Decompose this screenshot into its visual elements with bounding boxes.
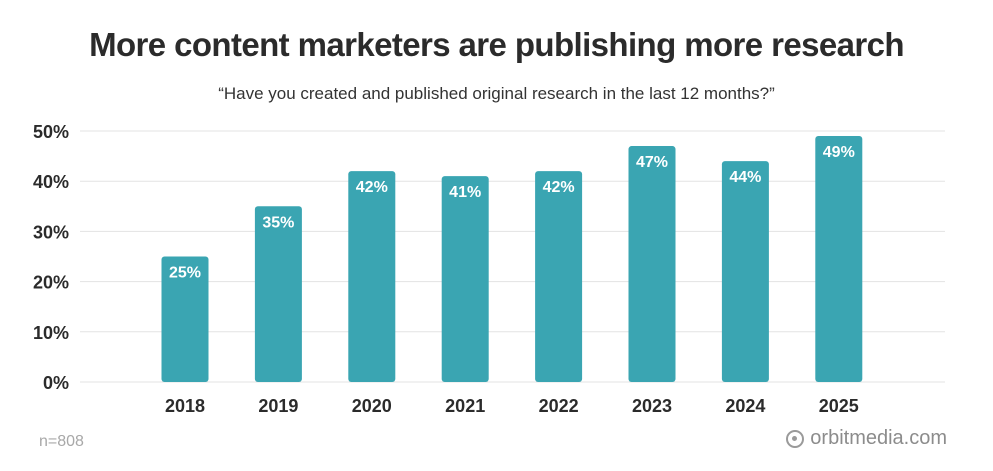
bar <box>441 176 489 382</box>
data-label: 25% <box>169 265 201 282</box>
y-axis-ticks: 0% 10% 20% 30% 40% 50% <box>33 122 69 393</box>
data-label: 42% <box>356 179 388 196</box>
x-axis-ticks: 2018 2019 2020 2021 2022 2023 2024 2025 <box>165 396 859 416</box>
gridlines <box>80 130 945 383</box>
x-tick-label: 2021 <box>445 396 485 416</box>
bar <box>348 171 396 382</box>
x-tick-label: 2022 <box>539 396 579 416</box>
chart-title: More content marketers are publishing mo… <box>89 26 904 63</box>
bars: 25% 35% 42% 41% 42% 47% 44% 49% <box>161 136 863 382</box>
brand-name: orbitmedia.com <box>810 427 947 449</box>
y-tick-label: 50% <box>33 122 69 142</box>
data-label: 41% <box>449 184 481 201</box>
y-tick-label: 10% <box>33 323 69 343</box>
x-tick-label: 2024 <box>725 396 765 416</box>
bar <box>161 256 209 382</box>
y-tick-label: 30% <box>33 222 69 242</box>
x-tick-label: 2020 <box>352 396 392 416</box>
y-tick-label: 0% <box>43 373 69 393</box>
bar <box>721 161 769 382</box>
data-label: 42% <box>543 179 575 196</box>
bar <box>815 136 863 382</box>
sample-size-note: n=808 <box>39 433 84 450</box>
brand-mark: orbitmedia.com <box>786 427 947 450</box>
chart-subtitle: “Have you created and published original… <box>218 84 775 103</box>
x-tick-label: 2019 <box>258 396 298 416</box>
x-tick-label: 2018 <box>165 396 205 416</box>
x-tick-label: 2023 <box>632 396 672 416</box>
orbit-logo-icon <box>786 429 805 448</box>
x-tick-label: 2025 <box>819 396 859 416</box>
data-label: 35% <box>262 214 294 231</box>
data-label: 49% <box>823 144 855 161</box>
data-label: 47% <box>636 154 668 171</box>
y-tick-label: 40% <box>33 172 69 192</box>
bar <box>254 206 302 382</box>
bar <box>628 146 676 382</box>
y-tick-label: 20% <box>33 273 69 293</box>
bar <box>535 171 583 382</box>
data-label: 44% <box>729 169 761 186</box>
